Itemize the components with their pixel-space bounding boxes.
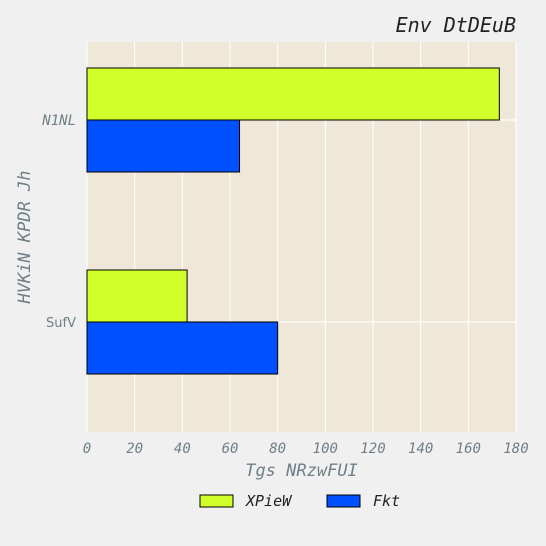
x-tick-label: 20 (126, 441, 143, 457)
x-tick-label: 80 (269, 441, 286, 457)
bar-xpiew-n1nl (86, 67, 500, 121)
legend-swatch-xpiew (199, 494, 234, 508)
x-tick-label: 160 (456, 441, 481, 457)
legend-swatch-fkt (326, 494, 361, 508)
x-tick-labels: 0 20 40 60 80 100 120 140 160 180 (83, 441, 529, 457)
x-tick-label: 100 (313, 441, 338, 457)
bars (86, 67, 500, 375)
x-tick-label: 180 (503, 441, 528, 457)
legend-label-xpiew: XPieW (245, 492, 293, 510)
x-tick-label: 40 (174, 441, 191, 457)
y-tick-label: N1NL (41, 113, 76, 129)
x-tick-label: 60 (222, 441, 239, 457)
y-tick-label: SufV (46, 316, 76, 331)
bar-fkt-n1nl (86, 119, 241, 173)
legend-label-fkt: Fkt (373, 492, 400, 510)
y-tick-labels: N1NL SufV (41, 113, 76, 331)
chart-title: Env DtDEuB (396, 13, 516, 37)
bar-fkt-sufv (86, 321, 279, 375)
x-tick-label: 120 (360, 441, 385, 457)
bar-xpiew-sufv (86, 269, 188, 323)
y-axis-label: HVKiN KPDR Jh (15, 170, 35, 304)
x-axis-label: Tgs NRzwFUI (245, 461, 358, 481)
x-tick-label: 140 (408, 441, 433, 457)
legend: XPieW Fkt (199, 492, 400, 510)
x-tick-label: 0 (83, 441, 91, 457)
